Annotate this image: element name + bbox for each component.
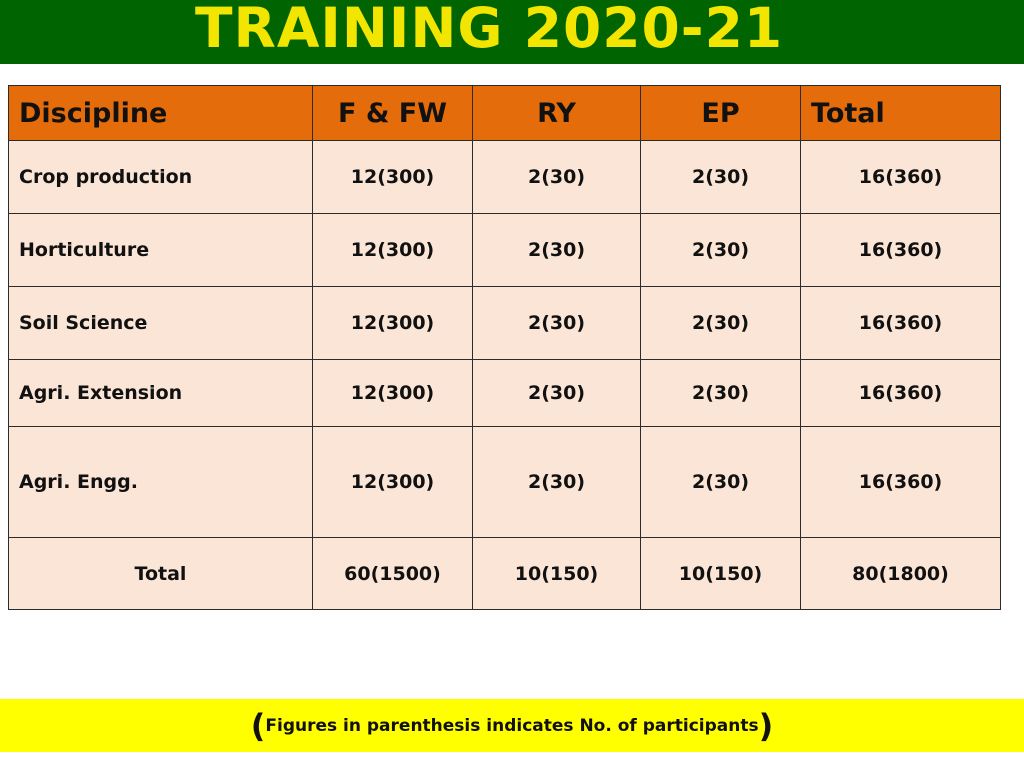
training-table: Discipline F & FW RY EP Total Crop produ…	[8, 85, 1001, 610]
row-ep: 2(30)	[640, 286, 801, 360]
total-total: 80(1800)	[800, 537, 1001, 610]
row-discipline: Horticulture	[8, 213, 313, 287]
row-f-fw: 12(300)	[312, 286, 473, 360]
row-ry: 2(30)	[472, 359, 641, 427]
total-ry: 10(150)	[472, 537, 641, 610]
row-ry: 2(30)	[472, 213, 641, 287]
total-ep: 10(150)	[640, 537, 801, 610]
row-total: 16(360)	[800, 359, 1001, 427]
footnote-banner: (Figures in parenthesis indicates No. of…	[0, 699, 1024, 752]
row-discipline: Agri. Extension	[8, 359, 313, 427]
title-reflection: TRAINING 2020-21	[0, 64, 1024, 78]
row-total: 16(360)	[800, 213, 1001, 287]
total-label: Total	[8, 537, 313, 610]
row-discipline: Crop production	[8, 140, 313, 214]
table-header-row: Discipline F & FW RY EP Total	[8, 85, 1001, 141]
table-row: Agri. Extension 12(300) 2(30) 2(30) 16(3…	[8, 359, 1001, 427]
table-total-row: Total 60(1500) 10(150) 10(150) 80(1800)	[8, 537, 1001, 610]
row-ry: 2(30)	[472, 140, 641, 214]
table-row: Agri. Engg. 12(300) 2(30) 2(30) 16(360)	[8, 426, 1001, 538]
table-row: Horticulture 12(300) 2(30) 2(30) 16(360)	[8, 213, 1001, 287]
total-f-fw: 60(1500)	[312, 537, 473, 610]
row-discipline: Agri. Engg.	[8, 426, 313, 538]
header-discipline: Discipline	[8, 85, 313, 141]
row-ry: 2(30)	[472, 426, 641, 538]
footnote-open-paren: (	[250, 706, 266, 745]
footnote-text: Figures in parenthesis indicates No. of …	[265, 715, 759, 736]
row-discipline: Soil Science	[8, 286, 313, 360]
table-row: Crop production 12(300) 2(30) 2(30) 16(3…	[8, 140, 1001, 214]
row-f-fw: 12(300)	[312, 213, 473, 287]
footnote-close-paren: )	[758, 706, 774, 745]
header-ep: EP	[640, 85, 801, 141]
row-ep: 2(30)	[640, 359, 801, 427]
footnote: (Figures in parenthesis indicates No. of…	[0, 699, 1024, 752]
row-total: 16(360)	[800, 140, 1001, 214]
row-f-fw: 12(300)	[312, 359, 473, 427]
row-f-fw: 12(300)	[312, 426, 473, 538]
row-ep: 2(30)	[640, 140, 801, 214]
header-ry: RY	[472, 85, 641, 141]
slide-title: TRAINING 2020-21	[195, 0, 784, 60]
row-total: 16(360)	[800, 426, 1001, 538]
header-total: Total	[800, 85, 1001, 141]
row-ep: 2(30)	[640, 426, 801, 538]
header-f-fw: F & FW	[312, 85, 473, 141]
title-banner: TRAINING 2020-21	[0, 0, 1024, 64]
row-total: 16(360)	[800, 286, 1001, 360]
table-row: Soil Science 12(300) 2(30) 2(30) 16(360)	[8, 286, 1001, 360]
row-ry: 2(30)	[472, 286, 641, 360]
row-ep: 2(30)	[640, 213, 801, 287]
row-f-fw: 12(300)	[312, 140, 473, 214]
